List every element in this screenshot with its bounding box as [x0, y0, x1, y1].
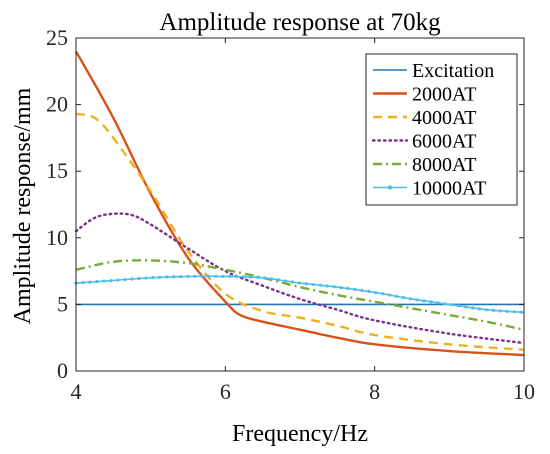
series-line-4000at: [75, 112, 525, 351]
y-tick-label: 20: [46, 92, 68, 117]
series-marker-10000at: [200, 274, 204, 278]
series-marker-10000at: [512, 310, 516, 314]
series-marker-10000at: [81, 280, 85, 285]
series-marker-10000at: [221, 274, 225, 278]
series-marker-10000at: [422, 299, 426, 303]
series-marker-10000at: [88, 280, 92, 284]
series-marker-10000at: [165, 275, 169, 279]
legend-marker-10000at: [387, 185, 393, 190]
y-tick-label: 5: [57, 291, 68, 316]
series-marker-10000at: [144, 276, 148, 280]
series-marker-10000at: [408, 297, 412, 301]
series-marker-10000at: [95, 279, 99, 284]
series-marker-10000at: [450, 303, 454, 307]
y-tick-label: 15: [46, 158, 68, 183]
series-marker-10000at: [283, 279, 288, 283]
series-marker-10000at: [151, 276, 155, 280]
series-marker-10000at: [381, 292, 385, 296]
x-tick-label: 8: [369, 379, 380, 404]
series-marker-10000at: [318, 283, 322, 287]
series-marker-10000at: [186, 274, 190, 279]
series-marker-10000at: [179, 274, 183, 279]
series-marker-10000at: [109, 278, 113, 283]
series-marker-10000at: [484, 308, 489, 312]
y-tick-label: 25: [46, 25, 68, 50]
series-marker-10000at: [249, 275, 253, 279]
series-marker-10000at: [116, 278, 120, 282]
series-marker-10000at: [477, 307, 482, 311]
series-marker-10000at: [332, 285, 336, 289]
series-marker-10000at: [311, 282, 315, 287]
series-marker-10000at: [346, 286, 350, 291]
series-marker-10000at: [436, 301, 440, 305]
series-line-2000at: [74, 50, 525, 357]
legend-label-4000at: 4000AT: [412, 107, 476, 129]
series-marker-10000at: [360, 288, 364, 293]
y-axis-label: Amplitude response/mm: [10, 87, 36, 324]
series-marker-10000at: [256, 275, 260, 279]
series-line-6000at: [74, 212, 526, 345]
series-marker-10000at: [242, 275, 246, 279]
series-marker-10000at: [325, 284, 329, 288]
legend-label-excitation: Excitation: [412, 60, 494, 82]
series-line-8000at: [75, 259, 525, 331]
x-axis-label: Frequency/Hz: [232, 421, 368, 447]
series-marker-10000at: [270, 277, 274, 281]
x-tick-label: 4: [71, 379, 82, 404]
x-tick-label: 6: [220, 379, 231, 404]
y-tick-label: 0: [57, 358, 68, 383]
series-layer: [74, 50, 526, 357]
series-marker-10000at: [401, 295, 405, 300]
series-marker-10000at: [297, 281, 301, 285]
series-marker-10000at: [214, 274, 218, 278]
series-marker-10000at: [235, 275, 239, 279]
series-marker-10000at: [374, 290, 378, 295]
series-marker-10000at: [172, 275, 176, 279]
legend-label-6000at: 6000AT: [412, 131, 476, 153]
series-marker-10000at: [505, 309, 509, 313]
series-marker-10000at: [387, 293, 392, 297]
series-marker-10000at: [123, 277, 127, 282]
axes-layer: 4 6 8 10 0 5 10 15 20 25: [46, 25, 535, 404]
series-marker-10000at: [193, 274, 197, 278]
series-marker-10000at: [277, 278, 281, 282]
series-marker-10000at: [470, 306, 475, 310]
series-marker-10000at: [367, 289, 371, 294]
series-marker-10000at: [498, 309, 502, 313]
plot-frame: [75, 37, 525, 372]
series-marker-10000at: [353, 287, 357, 292]
y-tick-label: 10: [46, 225, 68, 250]
series-marker-10000at: [519, 310, 523, 314]
series-marker-10000at: [158, 275, 162, 279]
legend-label-10000at: 10000AT: [412, 178, 486, 200]
x-tick-label: 10: [513, 379, 535, 404]
series-marker-10000at: [207, 274, 211, 278]
series-marker-10000at: [464, 305, 468, 309]
series-marker-10000at: [429, 300, 433, 304]
series-marker-10000at: [457, 304, 461, 308]
series-marker-10000at: [130, 277, 134, 281]
series-marker-10000at: [137, 276, 141, 281]
series-marker-10000at: [228, 274, 232, 279]
legend: Excitation2000AT4000AT6000AT8000AT10000A…: [365, 53, 518, 206]
series-marker-10000at: [263, 276, 267, 280]
legend-box: [365, 53, 518, 206]
series-marker-10000at: [415, 298, 419, 302]
series-marker-10000at: [491, 308, 495, 312]
series-marker-10000at: [394, 294, 399, 298]
series-marker-10000at: [443, 302, 447, 306]
series-marker-10000at: [290, 280, 295, 284]
series-marker-10000at: [339, 285, 343, 290]
legend-label-2000at: 2000AT: [412, 84, 476, 106]
series-marker-10000at: [304, 282, 308, 286]
legend-label-8000at: 8000AT: [412, 154, 476, 176]
series-marker-10000at: [102, 279, 106, 283]
chart-title: Amplitude response at 70kg: [159, 9, 441, 36]
